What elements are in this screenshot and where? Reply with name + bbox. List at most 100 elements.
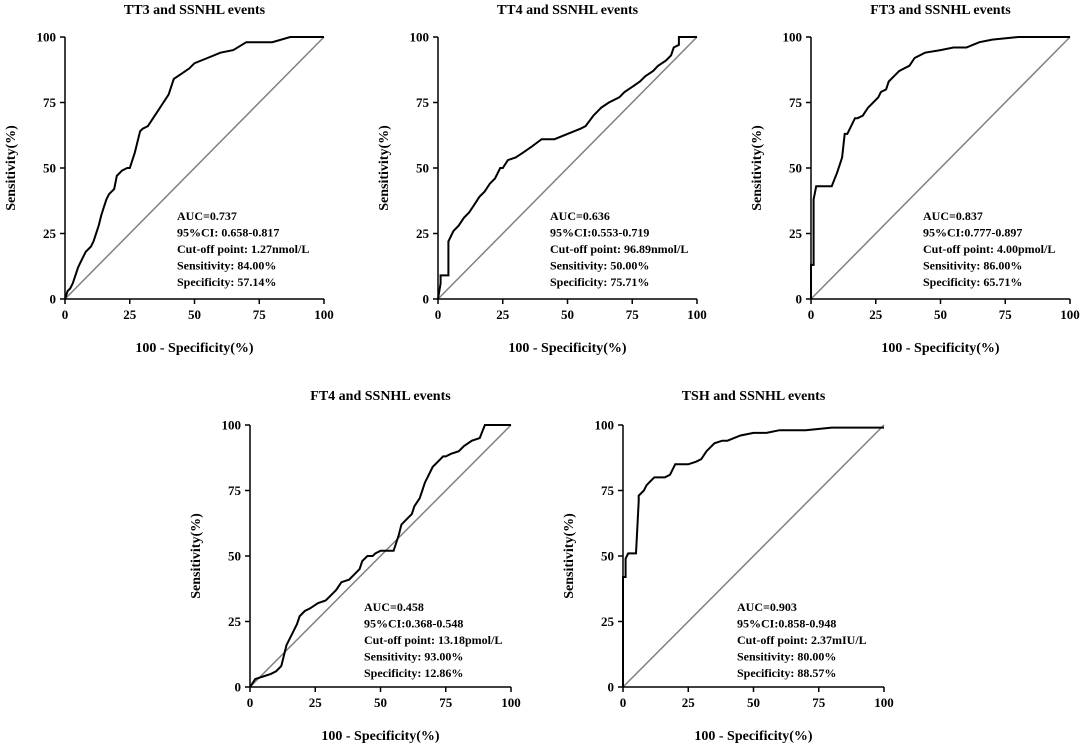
- x-tick-label: 100: [874, 695, 894, 710]
- stat-line: Sensitivity: 80.00%: [737, 650, 836, 664]
- x-tick-label: 0: [808, 307, 815, 322]
- y-tick-label: 25: [43, 226, 57, 241]
- stat-line: AUC=0.636: [550, 209, 610, 223]
- x-axis-label: 100 - Specificity(%): [881, 341, 1000, 356]
- stat-line: Cut-off point: 1.27nmol/L: [177, 242, 309, 256]
- x-tick-label: 75: [812, 695, 826, 710]
- stat-line: AUC=0.737: [177, 209, 237, 223]
- y-tick-label: 0: [796, 292, 803, 307]
- x-tick-label: 100: [501, 695, 521, 710]
- roc-panel-1: TT3 and SSNHL events 0 25 50 75 100 0 25 50 75 100…: [4, 3, 334, 356]
- chart-title: TT3 and SSNHL events: [124, 3, 266, 18]
- x-tick-label: 75: [626, 307, 640, 322]
- stat-line: Specificity: 88.57%: [737, 666, 836, 680]
- reference-diagonal: [249, 424, 512, 688]
- y-tick-label: 75: [43, 95, 57, 110]
- y-axis-label: Sensitivity(%): [4, 125, 19, 211]
- stat-line: Specificity: 57.14%: [177, 275, 276, 289]
- stat-line: Sensitivity: 93.00%: [364, 650, 463, 664]
- x-tick-label: 25: [309, 695, 323, 710]
- y-tick-label: 100: [222, 418, 242, 433]
- stat-line: Specificity: 65.71%: [923, 275, 1022, 289]
- stat-line: Cut-off point: 13.18pmol/L: [364, 633, 502, 647]
- y-tick-label: 25: [789, 226, 803, 241]
- y-tick-label: 50: [601, 549, 614, 564]
- x-tick-label: 75: [439, 695, 453, 710]
- y-axis-label: Sensitivity(%): [750, 125, 765, 211]
- stat-line: AUC=0.837: [923, 209, 983, 223]
- x-tick-label: 25: [496, 307, 510, 322]
- roc-curve: [810, 36, 1070, 299]
- y-tick-label: 0: [423, 292, 430, 307]
- chart-title: TSH and SSNHL events: [682, 389, 826, 404]
- stat-line: Cut-off point: 2.37mIU/L: [737, 633, 867, 647]
- y-tick-label: 75: [416, 95, 430, 110]
- x-tick-label: 100: [687, 307, 707, 322]
- y-tick-label: 50: [789, 161, 802, 176]
- x-tick-label: 0: [62, 307, 69, 322]
- reference-diagonal: [810, 36, 1071, 300]
- stat-line: Cut-off point: 4.00pmol/L: [923, 242, 1055, 256]
- roc-curve: [249, 424, 511, 688]
- x-tick-label: 25: [682, 695, 696, 710]
- roc-curve: [437, 36, 697, 300]
- x-tick-label: 100: [314, 307, 334, 322]
- reference-diagonal: [622, 424, 885, 688]
- roc-panel-3: FT3 and SSNHL events 0 25 50 75 100 0 25 50 75 100…: [750, 3, 1080, 356]
- roc-curve: [622, 426, 884, 687]
- stat-line: Specificity: 12.86%: [364, 666, 463, 680]
- y-axis-label: Sensitivity(%): [377, 125, 392, 211]
- y-tick-label: 0: [608, 680, 615, 695]
- x-tick-label: 50: [188, 307, 201, 322]
- x-axis-label: 100 - Specificity(%): [694, 729, 813, 744]
- x-tick-label: 25: [123, 307, 137, 322]
- y-tick-label: 75: [228, 483, 242, 498]
- x-tick-label: 50: [934, 307, 947, 322]
- x-axis-label: 100 - Specificity(%): [508, 341, 627, 356]
- stat-line: Sensitivity: 84.00%: [177, 259, 276, 273]
- reference-diagonal: [64, 36, 325, 300]
- y-tick-label: 75: [601, 483, 615, 498]
- stat-line: Sensitivity: 86.00%: [923, 259, 1022, 273]
- x-tick-label: 50: [374, 695, 387, 710]
- stat-line: 95%CI: 0.658-0.817: [177, 226, 279, 240]
- x-axis-label: 100 - Specificity(%): [321, 729, 440, 744]
- x-tick-label: 25: [869, 307, 883, 322]
- y-tick-label: 100: [783, 30, 803, 45]
- y-tick-label: 100: [410, 30, 430, 45]
- stat-line: Specificity: 75.71%: [550, 275, 649, 289]
- roc-panel-5: TSH and SSNHL events 0 25 50 75 100 0 25 50 75 100…: [562, 389, 894, 744]
- roc-panel-4: FT4 and SSNHL events 0 25 50 75 100 0 25 50 75 100…: [189, 389, 521, 744]
- chart-title: FT3 and SSNHL events: [870, 3, 1011, 18]
- y-tick-label: 100: [595, 418, 615, 433]
- y-tick-label: 50: [416, 161, 429, 176]
- x-tick-label: 0: [247, 695, 254, 710]
- stat-line: 95%CI:0.553-0.719: [550, 226, 649, 240]
- x-axis-label: 100 - Specificity(%): [135, 341, 254, 356]
- x-tick-label: 75: [253, 307, 267, 322]
- y-axis-label: Sensitivity(%): [189, 513, 204, 599]
- chart-title: TT4 and SSNHL events: [497, 3, 639, 18]
- y-axis-label: Sensitivity(%): [562, 513, 577, 599]
- x-tick-label: 50: [561, 307, 574, 322]
- y-tick-label: 25: [416, 226, 430, 241]
- x-tick-label: 0: [435, 307, 442, 322]
- y-tick-label: 50: [228, 549, 241, 564]
- y-tick-label: 25: [601, 614, 615, 629]
- y-tick-label: 75: [789, 95, 803, 110]
- stat-line: 95%CI:0.777-0.897: [923, 226, 1022, 240]
- stat-line: AUC=0.903: [737, 600, 797, 614]
- stat-line: AUC=0.458: [364, 600, 424, 614]
- y-tick-label: 25: [228, 614, 242, 629]
- x-tick-label: 100: [1060, 307, 1080, 322]
- stat-line: Sensitivity: 50.00%: [550, 259, 649, 273]
- chart-title: FT4 and SSNHL events: [310, 389, 451, 404]
- x-tick-label: 50: [747, 695, 760, 710]
- x-tick-label: 75: [999, 307, 1013, 322]
- roc-curve: [64, 36, 324, 300]
- y-tick-label: 0: [235, 680, 242, 695]
- y-tick-label: 100: [37, 30, 57, 45]
- stat-line: Cut-off point: 96.89nmol/L: [550, 242, 688, 256]
- stat-line: 95%CI:0.858-0.948: [737, 617, 836, 631]
